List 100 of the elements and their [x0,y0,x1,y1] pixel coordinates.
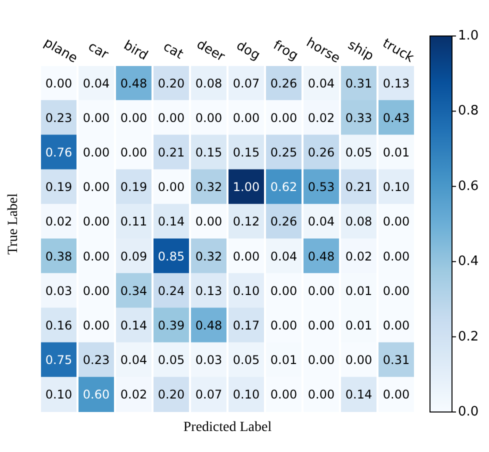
data-label: 0.00 [270,110,298,125]
data-label: 0.00 [120,146,148,160]
x-tick-label: dog [234,38,262,64]
color-bar-label: 0.0 [458,404,479,420]
data-label: 0.19 [120,180,148,194]
data-label: 0.02 [345,249,372,264]
data-label: 0.26 [270,76,298,90]
data-label: 0.00 [82,110,110,125]
data-label: 0.00 [308,353,335,368]
color-bar-label: 1.0 [458,28,479,44]
data-label: 0.32 [195,249,222,264]
data-label: 0.00 [195,214,222,229]
data-label: 0.85 [158,249,185,264]
data-label: 0.00 [120,110,148,125]
data-label: 0.25 [270,146,298,160]
data-label: 0.03 [195,353,222,368]
data-label: 0.05 [345,146,372,160]
data-label: 0.00 [270,388,298,402]
data-label: 0.00 [382,318,410,332]
color-bar-label: 0.6 [458,178,479,194]
data-label: 0.00 [308,284,335,298]
data-label: 0.34 [120,284,148,298]
data-label: 0.39 [158,318,185,332]
data-label: 0.19 [45,180,72,194]
data-label: 0.00 [158,110,185,125]
data-label: 0.10 [382,180,410,194]
data-label: 0.31 [345,76,372,90]
data-label: 0.43 [382,110,410,125]
data-label: 1.00 [232,180,260,194]
data-label: 0.48 [120,76,148,90]
data-label: 0.20 [158,388,185,402]
data-label: 0.04 [82,76,110,90]
data-label: 0.00 [345,353,372,368]
data-label: 0.04 [308,214,335,229]
x-tick-label: car [85,39,112,63]
data-label: 0.21 [345,180,372,194]
data-label: 0.12 [232,214,260,229]
data-label: 0.02 [120,388,148,402]
data-label: 0.75 [45,353,72,368]
data-label: 0.00 [382,214,410,229]
data-label: 0.00 [195,110,222,125]
x-tick-label: deer [194,37,228,66]
data-label: 0.00 [82,249,110,264]
data-label: 0.14 [120,318,148,332]
data-label: 0.02 [45,214,72,229]
data-label: 0.02 [308,110,335,125]
data-label: 0.01 [382,146,410,160]
data-label: 0.00 [308,388,335,402]
y-axis-title: True Label [6,193,22,255]
data-label: 0.53 [308,180,335,194]
data-label: 0.48 [308,249,335,264]
x-tick-label: frog [270,38,300,64]
data-label: 0.15 [232,146,260,160]
data-label: 0.00 [45,76,72,90]
data-label: 0.05 [158,353,185,368]
data-label: 0.10 [232,388,260,402]
data-label: 0.38 [45,249,72,264]
data-label: 0.04 [308,76,335,90]
data-label: 0.00 [82,318,110,332]
data-label: 0.14 [345,388,372,402]
data-label: 0.00 [158,180,185,194]
data-label: 0.04 [270,249,298,264]
data-label: 0.17 [232,318,260,332]
data-label: 0.24 [158,284,185,298]
data-label: 0.00 [232,110,260,125]
data-label: 0.05 [232,353,260,368]
data-label: 0.62 [270,180,298,194]
color-bar-label: 0.2 [458,329,479,344]
data-label: 0.11 [120,214,148,229]
data-label: 0.00 [382,284,410,298]
data-label: 0.00 [232,249,260,264]
data-label: 0.13 [382,76,410,90]
data-label: 0.31 [382,353,410,368]
data-label: 0.01 [345,318,372,332]
data-label: 0.32 [195,180,222,194]
data-label: 0.15 [195,146,222,160]
data-label: 0.14 [158,214,185,229]
data-label: 0.00 [382,388,410,402]
data-label: 0.03 [45,284,72,298]
x-tick-label: ship [345,38,376,64]
data-label: 0.26 [308,146,335,160]
x-tick-label: cat [160,39,186,63]
data-label: 0.00 [382,249,410,264]
data-label: 0.21 [158,146,185,160]
data-label: 0.08 [195,76,222,90]
data-label: 0.00 [270,318,298,332]
x-axis-title: Predicted Label [182,420,273,436]
data-label: 0.08 [345,214,372,229]
data-label: 0.07 [232,76,260,90]
x-tick-label: bird [120,38,150,64]
data-label: 0.09 [120,249,148,264]
data-label: 0.00 [82,146,110,160]
data-label: 0.60 [82,388,110,402]
data-label: 0.07 [195,388,222,402]
data-label: 0.01 [345,284,372,298]
data-label: 0.23 [45,110,72,125]
data-label: 0.00 [82,214,110,229]
data-label: 0.20 [158,76,185,90]
data-label: 0.01 [270,353,298,368]
data-label: 0.76 [45,146,72,160]
